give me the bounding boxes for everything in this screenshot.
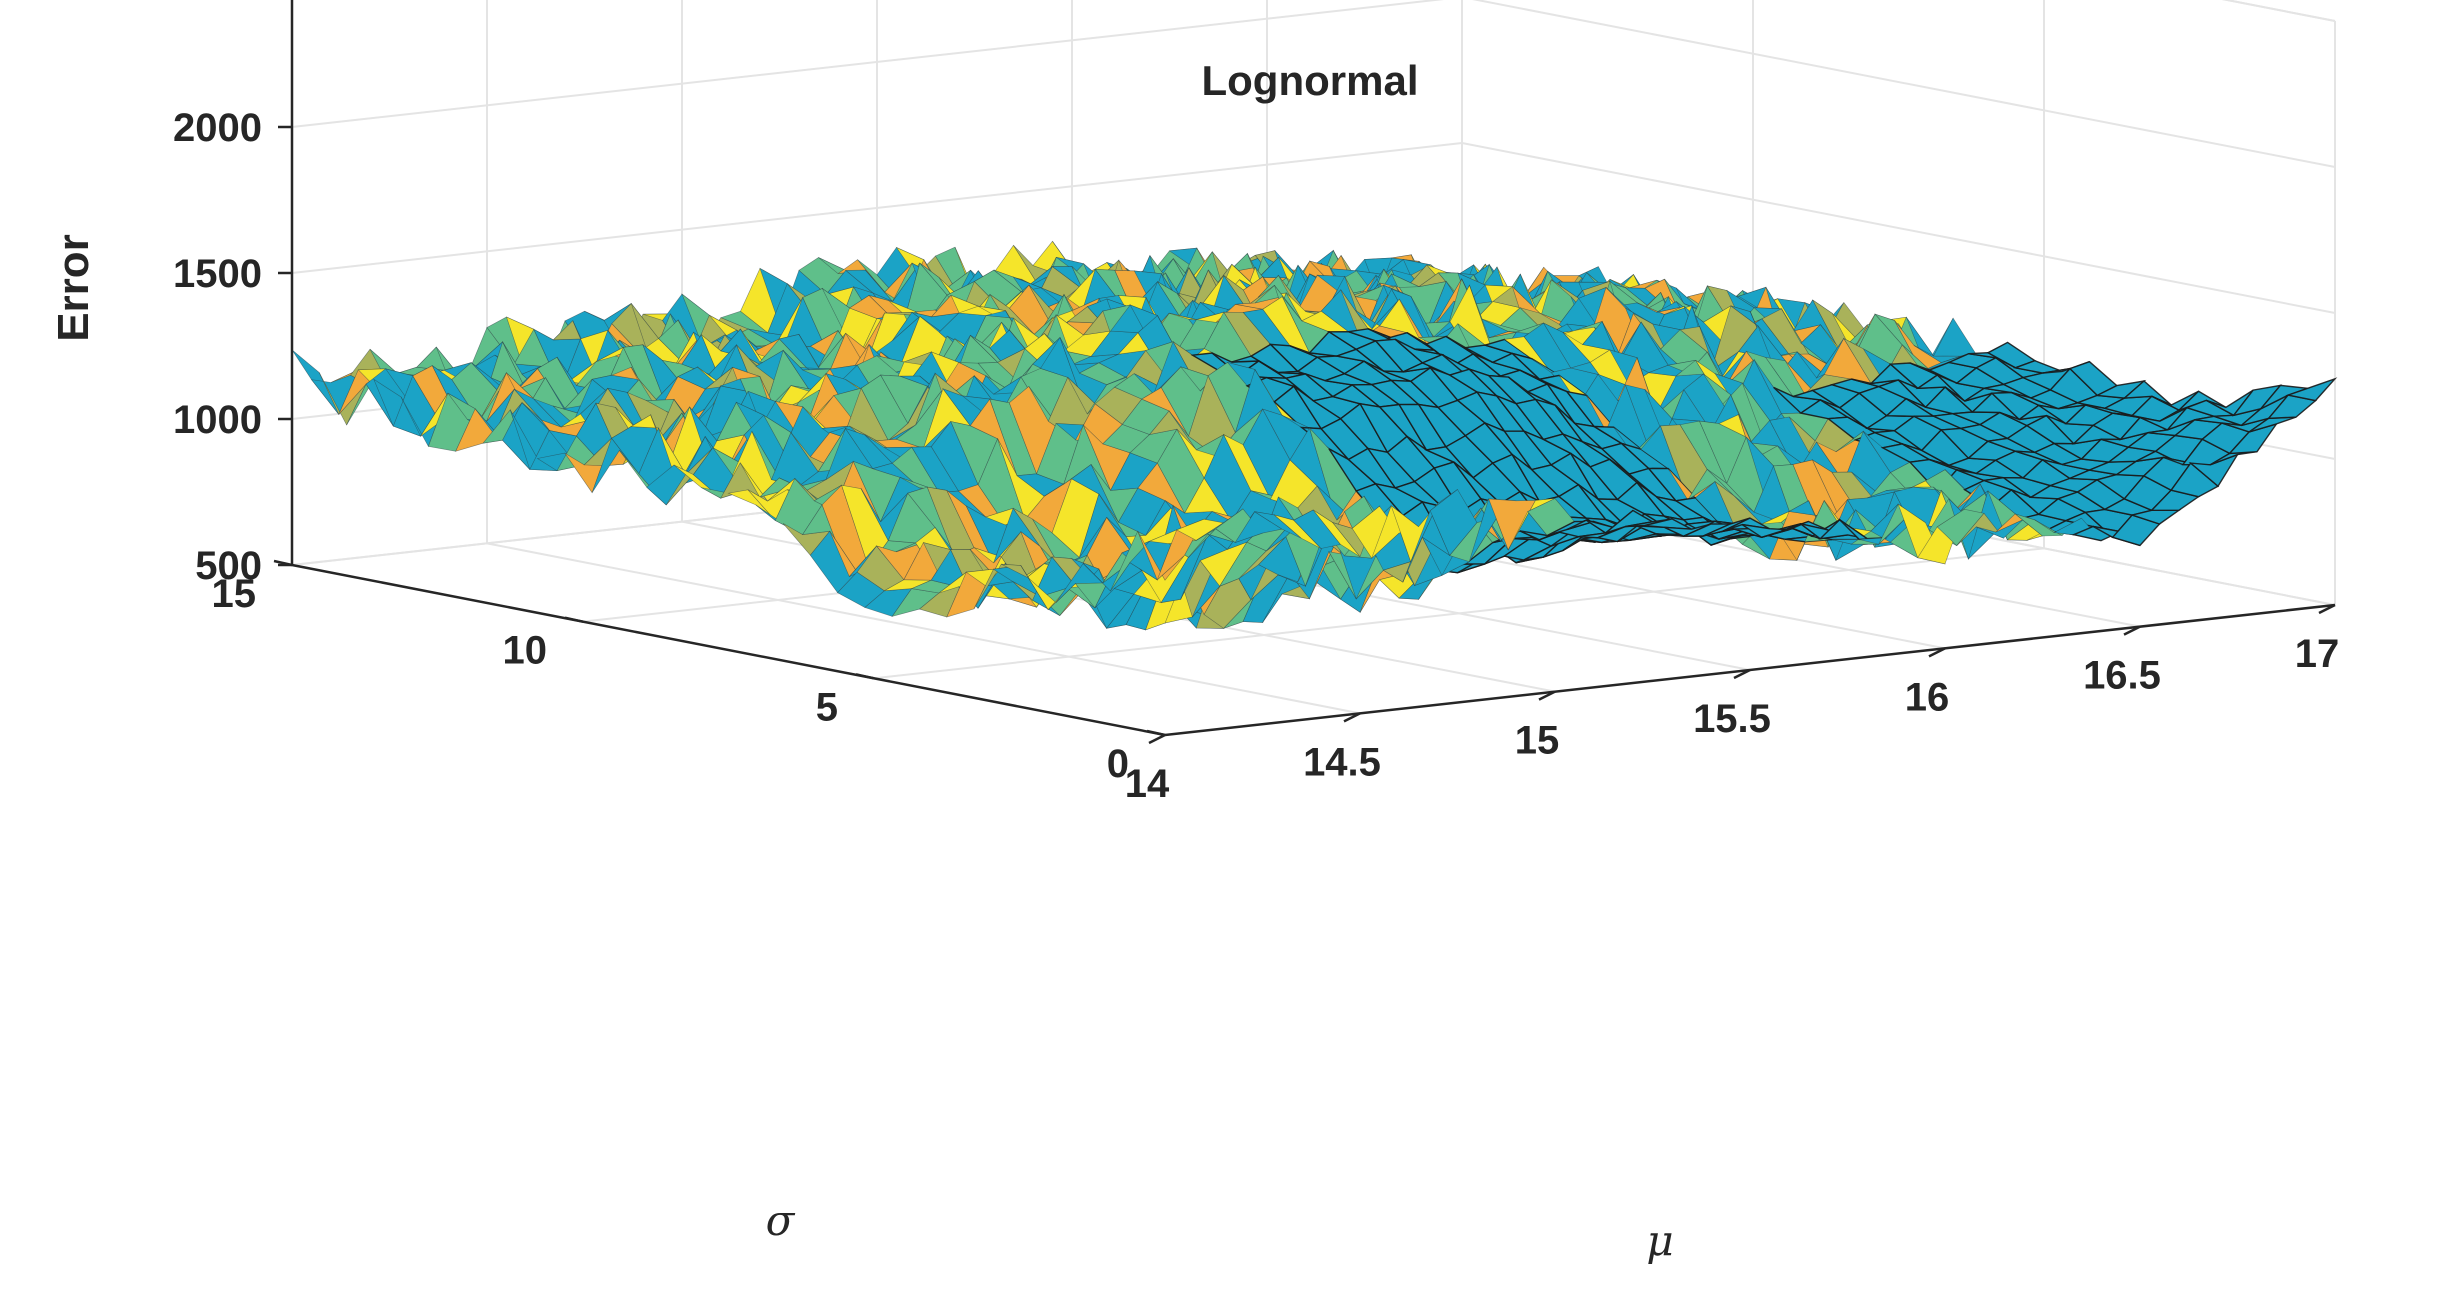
grid-line bbox=[291, 142, 1463, 274]
error-tick-label: 1500 bbox=[173, 252, 262, 296]
sigma-axis-line bbox=[291, 563, 1166, 737]
y-axis-label: σ bbox=[766, 1196, 796, 1245]
label-layer: Lognormal Error σ μ bbox=[49, 57, 1674, 1265]
sigma-tick bbox=[564, 616, 584, 623]
grid-line bbox=[291, 0, 1445, 128]
mu-tick-label: 16 bbox=[1905, 675, 1950, 719]
mu-tick-label: 16.5 bbox=[2083, 654, 2161, 698]
grid-line bbox=[486, 542, 1361, 715]
axis-layer: 14 14.5 15 15.5 16 16.5 1705101550010001500200… bbox=[173, 0, 2339, 806]
mu-tick bbox=[1538, 690, 1556, 701]
box-edge bbox=[2221, 0, 2336, 22]
mu-tick bbox=[1928, 647, 1946, 658]
sigma-tick-label: 0 bbox=[1107, 742, 1129, 786]
sigma-tick-label: 15 bbox=[212, 572, 257, 616]
sigma-tick bbox=[1146, 729, 1166, 737]
grid-line bbox=[873, 547, 2045, 680]
sigma-tick bbox=[855, 673, 875, 680]
grid-line bbox=[1461, 142, 2336, 314]
mu-tick bbox=[1343, 712, 1361, 723]
surface-layer bbox=[291, 240, 2338, 631]
mu-tick bbox=[2123, 625, 2141, 636]
x-axis-label: μ bbox=[1646, 1216, 1673, 1265]
mu-tick-label: 17 bbox=[2295, 632, 2340, 676]
error-tick-label: 2000 bbox=[173, 106, 262, 150]
surface-patch bbox=[2285, 377, 2338, 402]
mu-tick bbox=[1148, 733, 1166, 745]
mu-tick-label: 15 bbox=[1515, 719, 1560, 763]
mu-tick-label: 14.5 bbox=[1303, 740, 1381, 784]
mu-tick-label: 15.5 bbox=[1693, 697, 1771, 741]
error-tick-label: 500 bbox=[195, 544, 262, 588]
sigma-tick-label: 10 bbox=[503, 629, 548, 673]
grid-line bbox=[2221, 0, 2336, 22]
mu-tick-label: 14 bbox=[1125, 762, 1170, 806]
grid-line bbox=[1472, 0, 2336, 168]
error-tick-label: 2500 bbox=[173, 0, 262, 4]
chart-title: Lognormal bbox=[1202, 57, 1419, 104]
error-tick-label: 1000 bbox=[173, 398, 262, 442]
z-axis-label: Error bbox=[49, 234, 98, 342]
mu-tick bbox=[1733, 668, 1751, 680]
mu-tick bbox=[2318, 603, 2336, 615]
sigma-tick-label: 5 bbox=[816, 685, 838, 729]
